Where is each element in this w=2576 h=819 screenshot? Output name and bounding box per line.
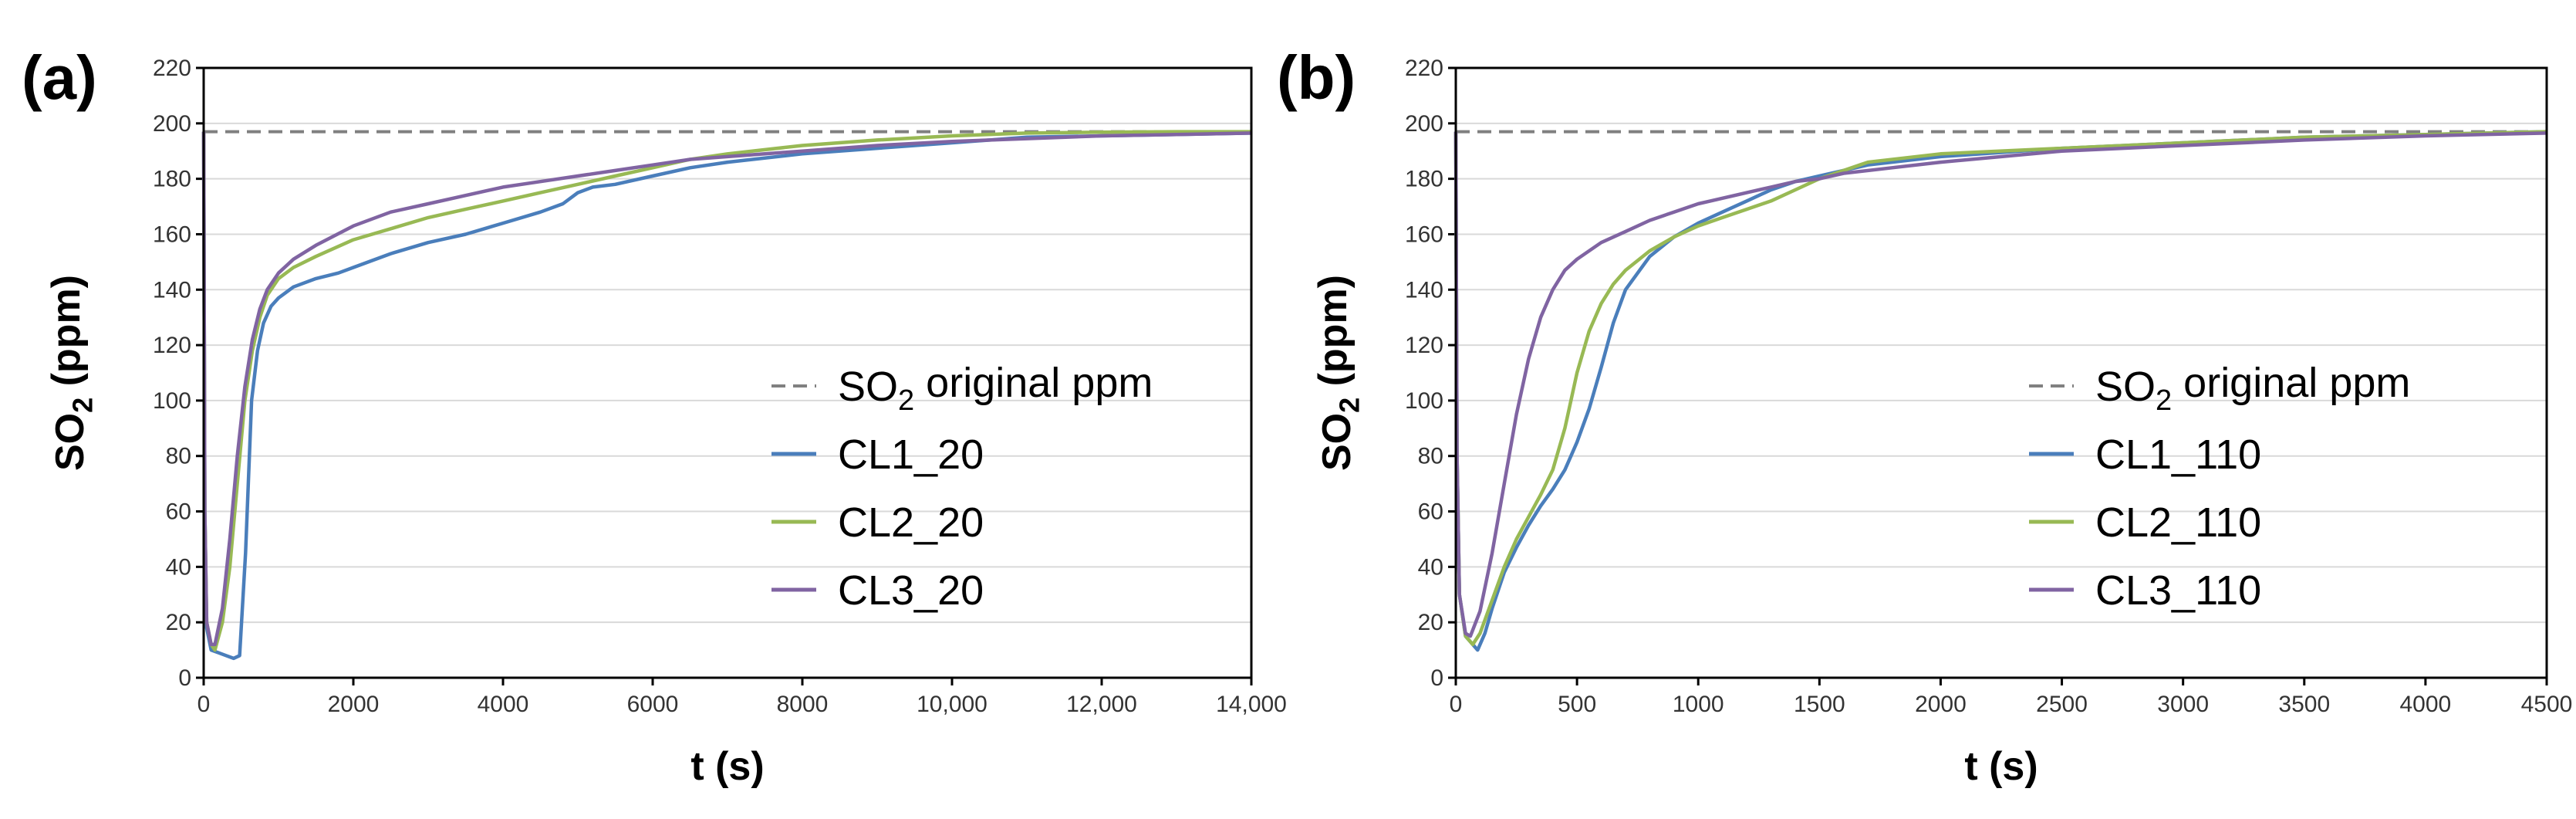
y-axis-title-subscript: 2 — [67, 398, 99, 413]
y-tick-label-60: 60 — [1418, 499, 1443, 525]
y-axis-title-main: SO — [1315, 413, 1359, 471]
legend-label-reference: SO2 original ppm — [2095, 360, 2410, 417]
y-tick-label-20: 20 — [166, 610, 191, 635]
legend-label-reference-main: SO — [838, 364, 898, 410]
plot-frame — [202, 66, 1253, 679]
y-axis-title-subscript: 2 — [1334, 398, 1366, 413]
x-tick-label-0: 0 — [198, 692, 211, 717]
x-tick-label-12000: 12,000 — [1066, 692, 1137, 717]
series-line-cl3-110 — [1453, 131, 2547, 638]
y-tick-label-160: 160 — [1405, 222, 1443, 247]
y-tick-label-60: 60 — [166, 499, 191, 525]
x-tick-label-2000: 2000 — [1915, 692, 1967, 717]
y-tick-label-160: 160 — [153, 222, 191, 247]
y-tick-label-80: 80 — [166, 444, 191, 469]
legend-label-cl3-110: CL3_110 — [2095, 567, 2261, 614]
legend-label-reference-subscript: 2 — [2156, 384, 2172, 417]
x-tick-label-4500: 4500 — [2521, 692, 2573, 717]
y-axis-title: SO2 (ppm) — [44, 275, 99, 471]
x-axis-title: t (s) — [690, 744, 764, 789]
panel-label: (a) — [22, 43, 97, 112]
plot-frame — [1454, 66, 2548, 679]
y-tick-label-220: 220 — [153, 56, 191, 81]
y-tick-label-100: 100 — [1405, 388, 1443, 414]
legend-label-cl1-110: CL1_110 — [2095, 431, 2261, 478]
y-tick-label-200: 200 — [1405, 111, 1443, 137]
y-tick-label-180: 180 — [1405, 167, 1443, 192]
legend-label-cl2-110: CL2_110 — [2095, 499, 2261, 546]
x-tick-label-2000: 2000 — [328, 692, 380, 717]
x-tick-label-3500: 3500 — [2278, 692, 2330, 717]
x-tick-label-2500: 2500 — [2036, 692, 2088, 717]
x-tick-label-500: 500 — [1558, 692, 1596, 717]
y-tick-label-80: 80 — [1418, 444, 1443, 469]
y-tick-label-40: 40 — [166, 554, 191, 580]
x-tick-label-14000: 14,000 — [1216, 692, 1287, 717]
series-line-cl2-20 — [201, 130, 1251, 652]
legend-label-cl3-20: CL3_20 — [838, 567, 984, 614]
legend-label-reference-rest: original ppm — [914, 360, 1153, 406]
panel-b-chart: 0 20 40 60 80 100 120 140 160 180 200 220 0 500 1000 15… — [1277, 43, 2572, 789]
y-tick-label-180: 180 — [153, 167, 191, 192]
x-tick-label-6000: 6000 — [627, 692, 679, 717]
x-tick-label-1500: 1500 — [1794, 692, 1845, 717]
y-tick-label-200: 200 — [153, 111, 191, 137]
legend-label-cl2-20: CL2_20 — [838, 499, 984, 546]
y-axis-title-rest: (ppm) — [44, 275, 89, 398]
y-tick-label-0: 0 — [178, 665, 191, 691]
legend-label-cl1-20: CL1_20 — [838, 431, 984, 478]
legend-label-reference-subscript: 2 — [898, 384, 914, 417]
y-axis-title-main: SO — [48, 413, 93, 471]
y-tick-label-40: 40 — [1418, 554, 1443, 580]
x-tick-label-0: 0 — [1450, 692, 1463, 717]
y-tick-label-0: 0 — [1430, 665, 1443, 691]
series-line-cl1-20 — [201, 131, 1252, 661]
x-tick-label-4000: 4000 — [478, 692, 529, 717]
x-tick-label-1000: 1000 — [1673, 692, 1724, 717]
y-tick-label-220: 220 — [1405, 56, 1443, 81]
y-axis-title: SO2 (ppm) — [1311, 275, 1366, 471]
series-line-cl2-110 — [1453, 130, 2547, 647]
y-tick-label-140: 140 — [1405, 277, 1443, 303]
series-line-cl1-110 — [1453, 130, 2547, 652]
y-axis-title-rest: (ppm) — [1311, 275, 1356, 398]
y-tick-label-100: 100 — [153, 388, 191, 414]
x-tick-label-4000: 4000 — [2400, 692, 2452, 717]
x-axis-title: t (s) — [1964, 744, 2038, 789]
x-tick-label-10000: 10,000 — [917, 692, 988, 717]
x-tick-label-3000: 3000 — [2157, 692, 2209, 717]
y-tick-label-140: 140 — [153, 277, 191, 303]
x-tick-label-8000: 8000 — [777, 692, 829, 717]
panel-a-chart: 0 20 40 60 80 100 120 140 160 180 200 220 0 2000 4000 6… — [22, 43, 1287, 789]
legend-label-reference-rest: original ppm — [2172, 360, 2410, 406]
legend-label-reference-main: SO — [2095, 364, 2156, 410]
y-tick-label-120: 120 — [153, 333, 191, 358]
panel-label: (b) — [1277, 43, 1356, 112]
y-tick-label-20: 20 — [1418, 610, 1443, 635]
legend-label-reference: SO2 original ppm — [838, 360, 1153, 417]
y-tick-label-120: 120 — [1405, 333, 1443, 358]
series-line-cl3-20 — [201, 131, 1252, 647]
